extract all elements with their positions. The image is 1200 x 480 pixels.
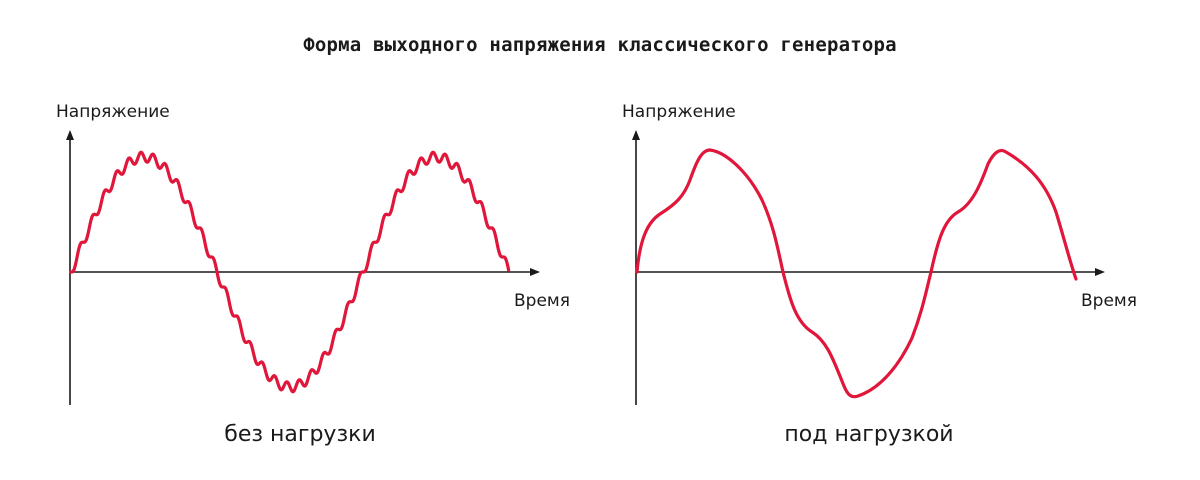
waveform-curve-under-load (635, 148, 1078, 399)
diagram-title: Форма выходного напряжения классического… (303, 34, 897, 56)
waveform-curve-no-load (69, 150, 511, 394)
caption-no-load: без нагрузки (224, 422, 376, 447)
y-axis-arrow (632, 130, 640, 140)
x-axis-label: Время (514, 291, 570, 311)
caption-under-load: под нагрузкой (784, 422, 953, 447)
x-axis-label: Время (1081, 291, 1137, 311)
x-axis-arrow (1095, 268, 1105, 276)
y-axis-arrow (66, 130, 74, 140)
x-axis-arrow (530, 268, 540, 276)
panel-no-load: Напряжение Время без нагрузки (56, 102, 570, 447)
y-axis-label: Напряжение (622, 102, 736, 122)
y-axis-label: Напряжение (56, 102, 170, 122)
panel-under-load: Напряжение Время под нагрузкой (622, 102, 1137, 447)
